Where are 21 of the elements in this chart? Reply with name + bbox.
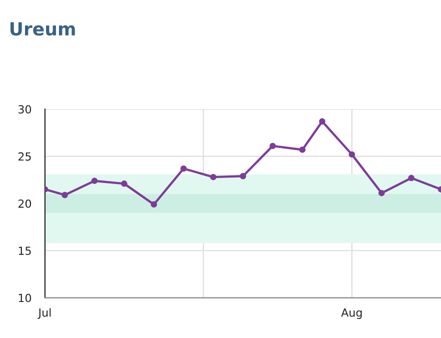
chart-title: Ureum (10, 22, 75, 36)
point (408, 174, 414, 182)
point (270, 142, 276, 150)
y-tick-label: 20 (18, 199, 32, 208)
x-tick-label: Jul (38, 308, 51, 319)
point (210, 174, 216, 180)
point (121, 180, 128, 187)
point (319, 118, 326, 125)
point (240, 173, 246, 180)
x-tick-label: Aug (341, 308, 362, 319)
point (378, 190, 385, 196)
point (91, 178, 98, 184)
point (62, 192, 68, 198)
point (299, 146, 306, 153)
point (348, 151, 356, 158)
point (150, 201, 158, 208)
y-tick-label: 15 (18, 246, 31, 256)
point (180, 165, 187, 172)
y-tick-label: 25 (18, 152, 31, 161)
y-tick-label: 10 (18, 294, 32, 302)
y-tick-label: 30 (18, 105, 32, 114)
